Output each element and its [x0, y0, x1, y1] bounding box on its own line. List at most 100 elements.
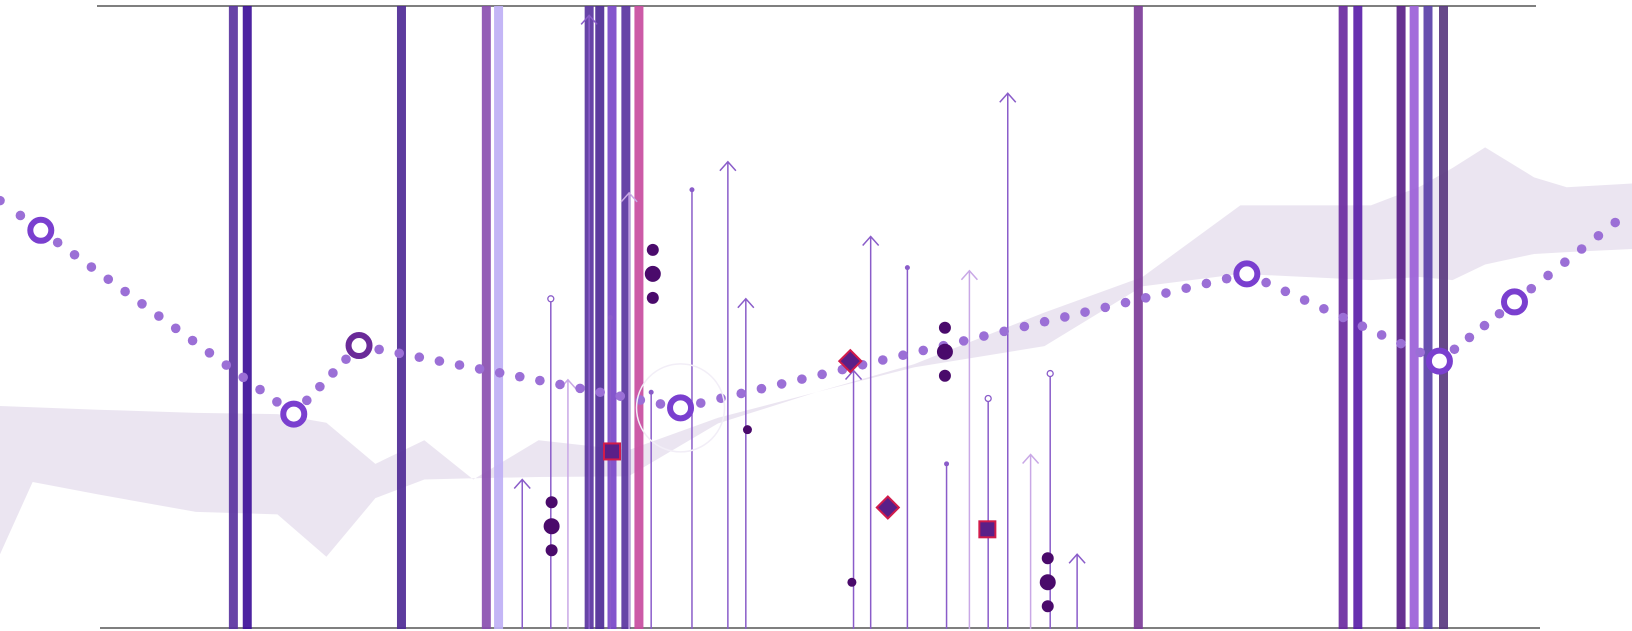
- stem-arrowhead: [862, 235, 880, 247]
- stem-dot-cap: [944, 461, 950, 467]
- line-dot: [877, 355, 888, 365]
- line-dot: [736, 388, 747, 399]
- line-dot: [695, 398, 706, 408]
- line-dot: [1060, 312, 1070, 322]
- line-dot: [575, 383, 585, 394]
- line-point-marker: [1500, 288, 1528, 316]
- single-dot: [742, 425, 752, 435]
- halo-ring: [635, 363, 726, 453]
- vertical-bar: [634, 6, 644, 629]
- line-dot: [1140, 293, 1151, 303]
- line-point-marker: [1233, 260, 1261, 288]
- dot-trio-upper: [938, 321, 951, 334]
- vertical-bar: [1439, 6, 1449, 629]
- line-dot: [221, 360, 232, 370]
- line-dot: [137, 298, 147, 309]
- line-dot: [1120, 297, 1131, 308]
- stem-arrowhead: [960, 269, 978, 281]
- vertical-bar: [494, 6, 504, 629]
- vertical-bar: [1409, 6, 1419, 629]
- vertical-bar: [242, 6, 252, 629]
- stem-arrowhead: [1068, 553, 1086, 564]
- line-dot: [1543, 270, 1553, 281]
- line-dot: [797, 374, 807, 384]
- line-dot: [1261, 277, 1271, 288]
- line-dot: [1019, 321, 1030, 332]
- line-dot: [414, 352, 425, 363]
- line-dot: [1338, 312, 1348, 323]
- line-dot: [1039, 316, 1050, 327]
- vertical-bar: [1133, 6, 1143, 629]
- line-dot: [918, 345, 929, 356]
- stem-arrowhead: [999, 92, 1017, 103]
- stem-arrowhead: [844, 369, 863, 380]
- dot-trio-upper: [545, 496, 558, 509]
- line-dot: [1526, 283, 1537, 294]
- dot-trio-middle: [1039, 574, 1056, 591]
- dot-trio-lower: [646, 291, 659, 304]
- vertical-bar: [595, 6, 605, 629]
- line-dot: [434, 356, 445, 366]
- line-dot: [272, 397, 282, 407]
- diamond-marker: [875, 495, 901, 520]
- line-dot: [776, 379, 787, 389]
- diamond-marker: [837, 348, 863, 374]
- line-dot: [170, 323, 181, 334]
- line-dot: [103, 274, 114, 285]
- line-dot: [1280, 286, 1291, 297]
- line-dot: [958, 336, 969, 346]
- dot-trio-lower: [545, 544, 558, 557]
- line-dot: [204, 348, 215, 358]
- stem-arrowhead: [1022, 453, 1040, 465]
- line-point-marker: [280, 400, 308, 428]
- dot-trio-upper: [1041, 552, 1054, 565]
- line-dot: [52, 237, 63, 248]
- line-dot: [341, 354, 351, 365]
- vertical-bar: [1396, 6, 1406, 629]
- dot-trio-lower: [1041, 600, 1054, 613]
- band-area: [0, 147, 1632, 557]
- line-dot: [1201, 278, 1212, 289]
- line-dot: [1161, 288, 1171, 298]
- dot-trio-upper: [646, 243, 659, 256]
- line-point-marker: [667, 394, 695, 422]
- line-dot: [1560, 257, 1570, 268]
- line-dot: [1357, 321, 1368, 332]
- stem-dot-cap: [648, 389, 654, 395]
- line-dot: [1449, 344, 1460, 355]
- line-dot: [1181, 283, 1191, 294]
- vertical-bar: [481, 6, 491, 629]
- line-dot: [120, 286, 130, 297]
- stem-open-cap: [1046, 369, 1054, 378]
- dot-trio-middle: [543, 518, 560, 535]
- line-dot: [898, 350, 908, 361]
- line-dot: [535, 375, 545, 386]
- line-dot: [1593, 230, 1604, 241]
- stem-open-cap: [547, 295, 555, 303]
- dot-trio-middle: [644, 265, 661, 282]
- line-point-marker: [27, 216, 55, 244]
- line-dot: [154, 311, 164, 321]
- line-dot: [1319, 303, 1329, 314]
- line-dot: [494, 367, 505, 378]
- line-dot: [1221, 273, 1232, 284]
- stem-arrowhead: [513, 478, 531, 489]
- line-dot: [255, 384, 265, 395]
- line-dot: [86, 262, 97, 272]
- line-dot: [555, 379, 565, 390]
- dot-trio-lower: [938, 369, 951, 382]
- stem-open-cap: [984, 394, 992, 403]
- line-dot: [187, 335, 198, 346]
- line-dot: [514, 371, 525, 382]
- line-dot: [1299, 295, 1310, 305]
- line-dot: [1610, 217, 1621, 228]
- line-dot: [15, 210, 26, 221]
- line-dot: [1396, 338, 1406, 349]
- line-dot: [595, 387, 605, 398]
- stem-dot-cap: [689, 187, 695, 193]
- line-dot: [1464, 332, 1475, 343]
- line-dot: [454, 360, 465, 370]
- line-dot: [817, 369, 827, 380]
